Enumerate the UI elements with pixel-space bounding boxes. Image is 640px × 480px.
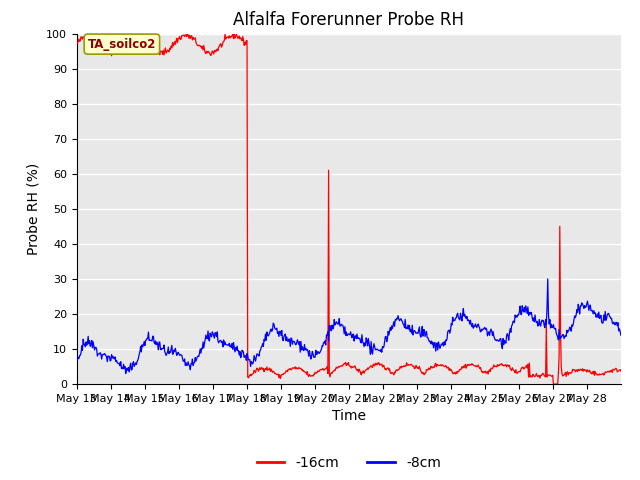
Legend: -16cm, -8cm: -16cm, -8cm bbox=[251, 451, 447, 476]
Title: Alfalfa Forerunner Probe RH: Alfalfa Forerunner Probe RH bbox=[234, 11, 464, 29]
Text: TA_soilco2: TA_soilco2 bbox=[88, 37, 156, 50]
Y-axis label: Probe RH (%): Probe RH (%) bbox=[26, 163, 40, 255]
X-axis label: Time: Time bbox=[332, 409, 366, 423]
